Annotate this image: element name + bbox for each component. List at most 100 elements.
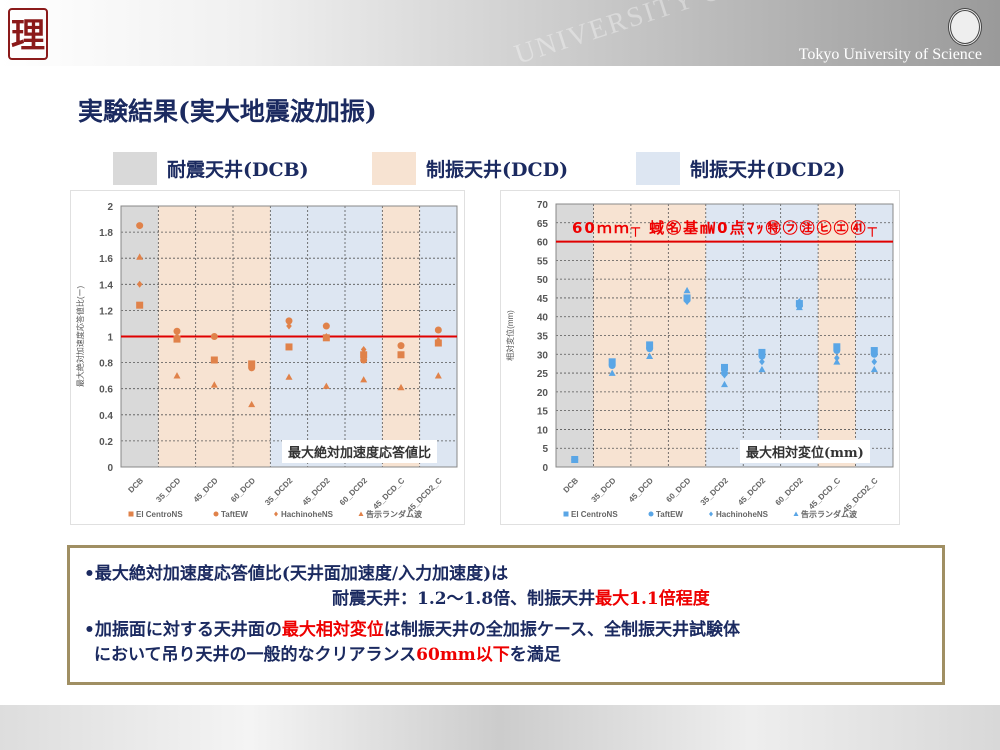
data-point xyxy=(285,343,293,351)
data-point xyxy=(285,373,293,380)
data-point xyxy=(398,351,404,359)
y-tick-label: 0 xyxy=(542,463,548,474)
text: 耐震天井：1.2～1.8倍、制振天井 xyxy=(332,589,596,609)
y-tick-label: 1.4 xyxy=(99,280,113,291)
highlight: 最大1.1倍程度 xyxy=(595,589,710,609)
legend-label: TaftEW xyxy=(221,510,248,519)
data-point xyxy=(870,347,878,355)
y-tick-label: 15 xyxy=(537,407,549,418)
summary-line-4: において吊り天井の一般的なクリアランス60mm以下を満足 xyxy=(84,643,928,668)
data-point xyxy=(684,298,690,306)
data-point xyxy=(285,317,293,325)
category-band xyxy=(780,204,819,467)
y-tick-label: 45 xyxy=(537,294,549,305)
legend-swatch xyxy=(372,152,416,185)
text: は制振天井の全加振ケース、全制振天井試験体 xyxy=(383,620,741,640)
legend-marker xyxy=(213,511,219,517)
legend-marker xyxy=(274,511,278,517)
y-tick-label: 2 xyxy=(107,202,113,213)
y-tick-label: 55 xyxy=(537,256,549,267)
data-point xyxy=(211,356,218,364)
legend-marker xyxy=(128,511,134,517)
acceleration-chart-svg: 0 0.2 0.4 0.6 0.8 1 1.2 1.4 1.6 1.8 2 DCB 35_DCD 45_D… xyxy=(75,202,458,519)
y-tick-label: 60 xyxy=(537,238,549,249)
x-tick-label: 45_DCD2 xyxy=(736,476,768,508)
y-tick-label: 70 xyxy=(537,200,549,211)
x-tick-label: 45_DCD2_C xyxy=(405,476,444,515)
y-tick-label: 10 xyxy=(537,425,549,436)
data-point xyxy=(870,350,878,358)
y-tick-label: 35 xyxy=(537,332,549,343)
legend-label: HachinoheNS xyxy=(281,510,334,519)
slide-title: 実験結果(実大地震波加振) xyxy=(78,97,377,126)
legend-marker xyxy=(648,511,654,517)
data-point xyxy=(286,322,292,330)
watermark: UNIVERSITY OF xyxy=(510,0,745,71)
x-tick-label: 45_DCD_C xyxy=(807,476,842,511)
legend-dcd2: 制振天井(DCD2) xyxy=(636,152,845,185)
data-point xyxy=(871,358,878,366)
legend-label: El CentroNS xyxy=(571,510,618,519)
x-tick-label: DCB xyxy=(126,476,145,495)
legend-label: 告示ランダム波 xyxy=(366,509,423,519)
legend-marker xyxy=(358,511,364,516)
legend-label: 制振天井(DCD) xyxy=(426,159,569,181)
legend-marker xyxy=(793,511,799,516)
data-point xyxy=(434,326,442,334)
data-point xyxy=(173,327,181,335)
data-point xyxy=(322,322,330,330)
summary-line-3: •加振面に対する天井面の最大相対変位は制振天井の全加振ケース、全制振天井試験体 xyxy=(84,618,928,643)
data-point xyxy=(795,303,803,311)
data-point xyxy=(360,356,368,364)
data-point xyxy=(609,360,615,368)
y-tick-label: 25 xyxy=(537,369,549,380)
data-point xyxy=(758,365,766,373)
data-point xyxy=(435,336,442,344)
y-tick-label: 0 xyxy=(107,463,113,474)
data-point xyxy=(397,383,405,391)
data-point xyxy=(173,372,181,379)
data-point xyxy=(434,372,442,379)
data-point xyxy=(758,348,766,356)
acceleration-chart: 0 0.2 0.4 0.6 0.8 1 1.2 1.4 1.6 1.8 2 DCB 35_DCD 45_D… xyxy=(70,190,465,525)
data-point xyxy=(360,376,368,383)
data-point xyxy=(323,333,330,340)
data-point xyxy=(360,351,368,359)
x-tick-label: 45_DCD2 xyxy=(301,476,333,508)
data-point xyxy=(759,358,765,366)
data-point xyxy=(136,253,144,260)
data-point xyxy=(683,286,691,294)
legend-marker xyxy=(709,511,713,517)
summary-line-2: 耐震天井：1.2～1.8倍、制振天井最大1.1倍程度 xyxy=(84,587,928,612)
university-seal-icon xyxy=(948,8,982,46)
y-tick-label: 40 xyxy=(537,313,549,324)
data-point xyxy=(646,343,653,351)
x-tick-label: 60_DCD2 xyxy=(338,476,370,508)
data-point xyxy=(833,343,841,351)
x-tick-label: DCB xyxy=(562,476,581,495)
data-point xyxy=(136,222,144,230)
data-point xyxy=(646,352,654,359)
x-tick-label: 35_DCD xyxy=(590,476,618,504)
legend-label: 告示ランダム波 xyxy=(801,509,858,519)
data-point xyxy=(608,369,616,376)
y-tick-label: 1.8 xyxy=(99,228,113,239)
data-point xyxy=(721,380,728,388)
text: を満足 xyxy=(509,645,561,665)
data-point xyxy=(833,358,841,365)
data-point xyxy=(834,354,840,362)
y-tick-label: 1 xyxy=(107,333,113,344)
plot-frame xyxy=(555,203,894,468)
data-point xyxy=(210,381,218,388)
x-tick-label: 60_DCD xyxy=(229,476,257,504)
data-point xyxy=(210,333,218,340)
x-tick-label: 45_DCD xyxy=(627,476,655,504)
legend-swatch xyxy=(113,152,157,185)
summary-line-1: •最大絶対加速度応答値比(天井面加速度/入力加速度)は xyxy=(84,564,509,584)
y-tick-label: 50 xyxy=(537,275,549,286)
data-point xyxy=(870,365,878,373)
y-axis-title: 相対変位(mm) xyxy=(505,310,515,361)
y-tick-label: 0.6 xyxy=(99,385,113,396)
displacement-chart-svg: 0 5 10 15 20 25 30 35 40 45 50 55 60 65 70 DCB 35_DCD 45_… xyxy=(505,200,894,519)
data-point xyxy=(721,363,728,371)
